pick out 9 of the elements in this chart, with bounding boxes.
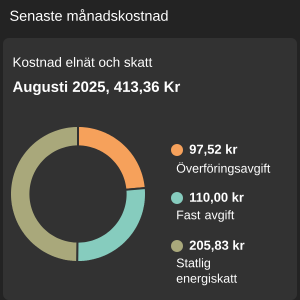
legend-label: Statlig energiskatt <box>176 258 238 286</box>
legend-label: Fast avgift <box>177 210 234 222</box>
chart-title: Senaste månadskostnad <box>10 9 168 21</box>
text: Augusti 2025, 413,36 Kr <box>12 81 180 96</box>
data-label: 110,00 kr <box>190 192 244 204</box>
data-label: 97,52 kr <box>190 144 238 156</box>
chart-subtitle: Kostnad elnät och skatt <box>14 57 152 67</box>
legend-label: Överföringsavgift <box>176 162 270 176</box>
data-label: 205,83 kr <box>190 240 244 252</box>
